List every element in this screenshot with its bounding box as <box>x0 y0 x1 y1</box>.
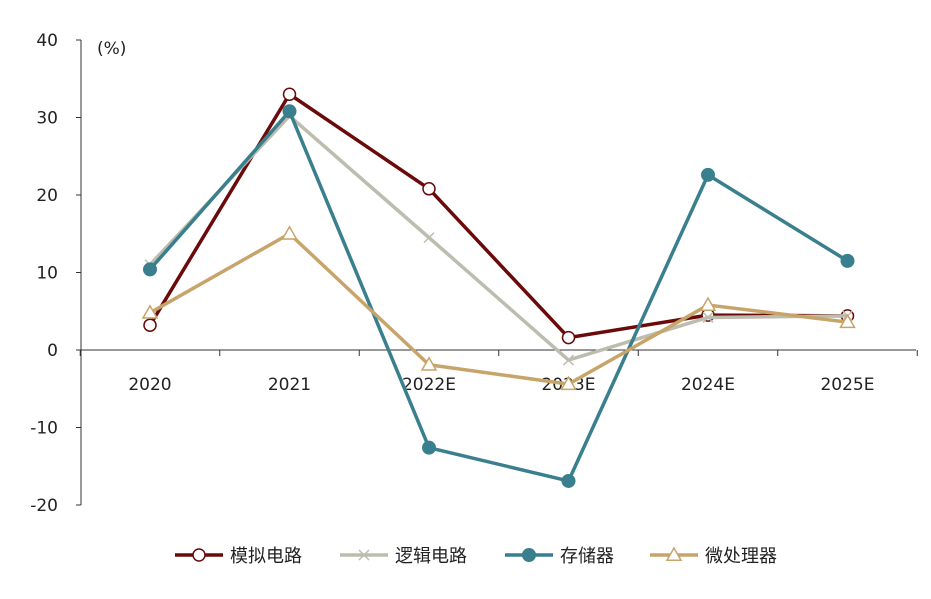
y-tick-label: -10 <box>30 419 58 439</box>
legend-label: 微处理器 <box>705 546 777 567</box>
data-point <box>840 253 855 268</box>
series-2 <box>144 110 854 366</box>
x-tick-label: 2024E <box>681 375 735 395</box>
data-point <box>143 262 157 277</box>
series-4 <box>141 225 856 391</box>
data-point <box>562 354 575 366</box>
data-point <box>702 311 714 323</box>
y-tick-label: 0 <box>47 341 58 361</box>
series-line <box>148 114 848 362</box>
data-point <box>839 313 856 329</box>
legend-marker <box>522 548 536 562</box>
x-tick-labels: 202020212022E2023E2024E2025E <box>79 350 918 395</box>
data-point <box>143 318 157 332</box>
y-tick-label: 20 <box>36 186 58 206</box>
axes <box>80 40 916 505</box>
legend-marker <box>192 548 206 562</box>
data-point <box>422 440 436 455</box>
y-tick-label: 30 <box>36 109 58 129</box>
data-point <box>281 225 298 240</box>
data-point <box>141 304 159 319</box>
x-tick-label: 2020 <box>128 375 171 395</box>
data-point <box>699 296 717 312</box>
legend: 模拟电路 逻辑电路 存储器 微处理器 <box>175 546 777 567</box>
x-tick-label: 2022E <box>402 375 456 395</box>
legend-marker <box>358 549 370 561</box>
data-point <box>420 356 438 371</box>
legend-label: 存储器 <box>560 546 614 567</box>
x-tick-label: 2021 <box>268 375 311 395</box>
series-group <box>141 87 856 488</box>
y-tick-labels: 40 30 20 10 0 -10 -20 <box>30 31 81 516</box>
data-point <box>561 473 576 488</box>
series-line <box>149 232 848 386</box>
legend-item: 微处理器 <box>650 546 777 567</box>
y-tick-label: 10 <box>36 264 58 284</box>
y-unit-label: (%) <box>97 39 126 59</box>
data-point <box>282 104 297 119</box>
series-line <box>148 109 849 483</box>
legend-label: 模拟电路 <box>230 546 302 567</box>
legend-item: 存储器 <box>505 546 614 567</box>
data-point <box>282 87 297 101</box>
legend-item: 模拟电路 <box>175 546 302 567</box>
data-point <box>422 182 436 196</box>
legend-marker <box>665 546 683 561</box>
series-line <box>148 92 848 340</box>
legend-item: 逻辑电路 <box>340 546 467 567</box>
x-tick-label: 2025E <box>820 375 874 395</box>
y-tick-label: 40 <box>36 31 58 51</box>
series-1 <box>143 87 855 345</box>
data-point <box>561 330 576 345</box>
data-point <box>423 232 435 244</box>
legend-label: 逻辑电路 <box>395 546 467 567</box>
data-point <box>701 167 715 182</box>
y-tick-label: -20 <box>30 496 58 516</box>
data-point <box>560 375 577 391</box>
series-3 <box>143 104 855 488</box>
